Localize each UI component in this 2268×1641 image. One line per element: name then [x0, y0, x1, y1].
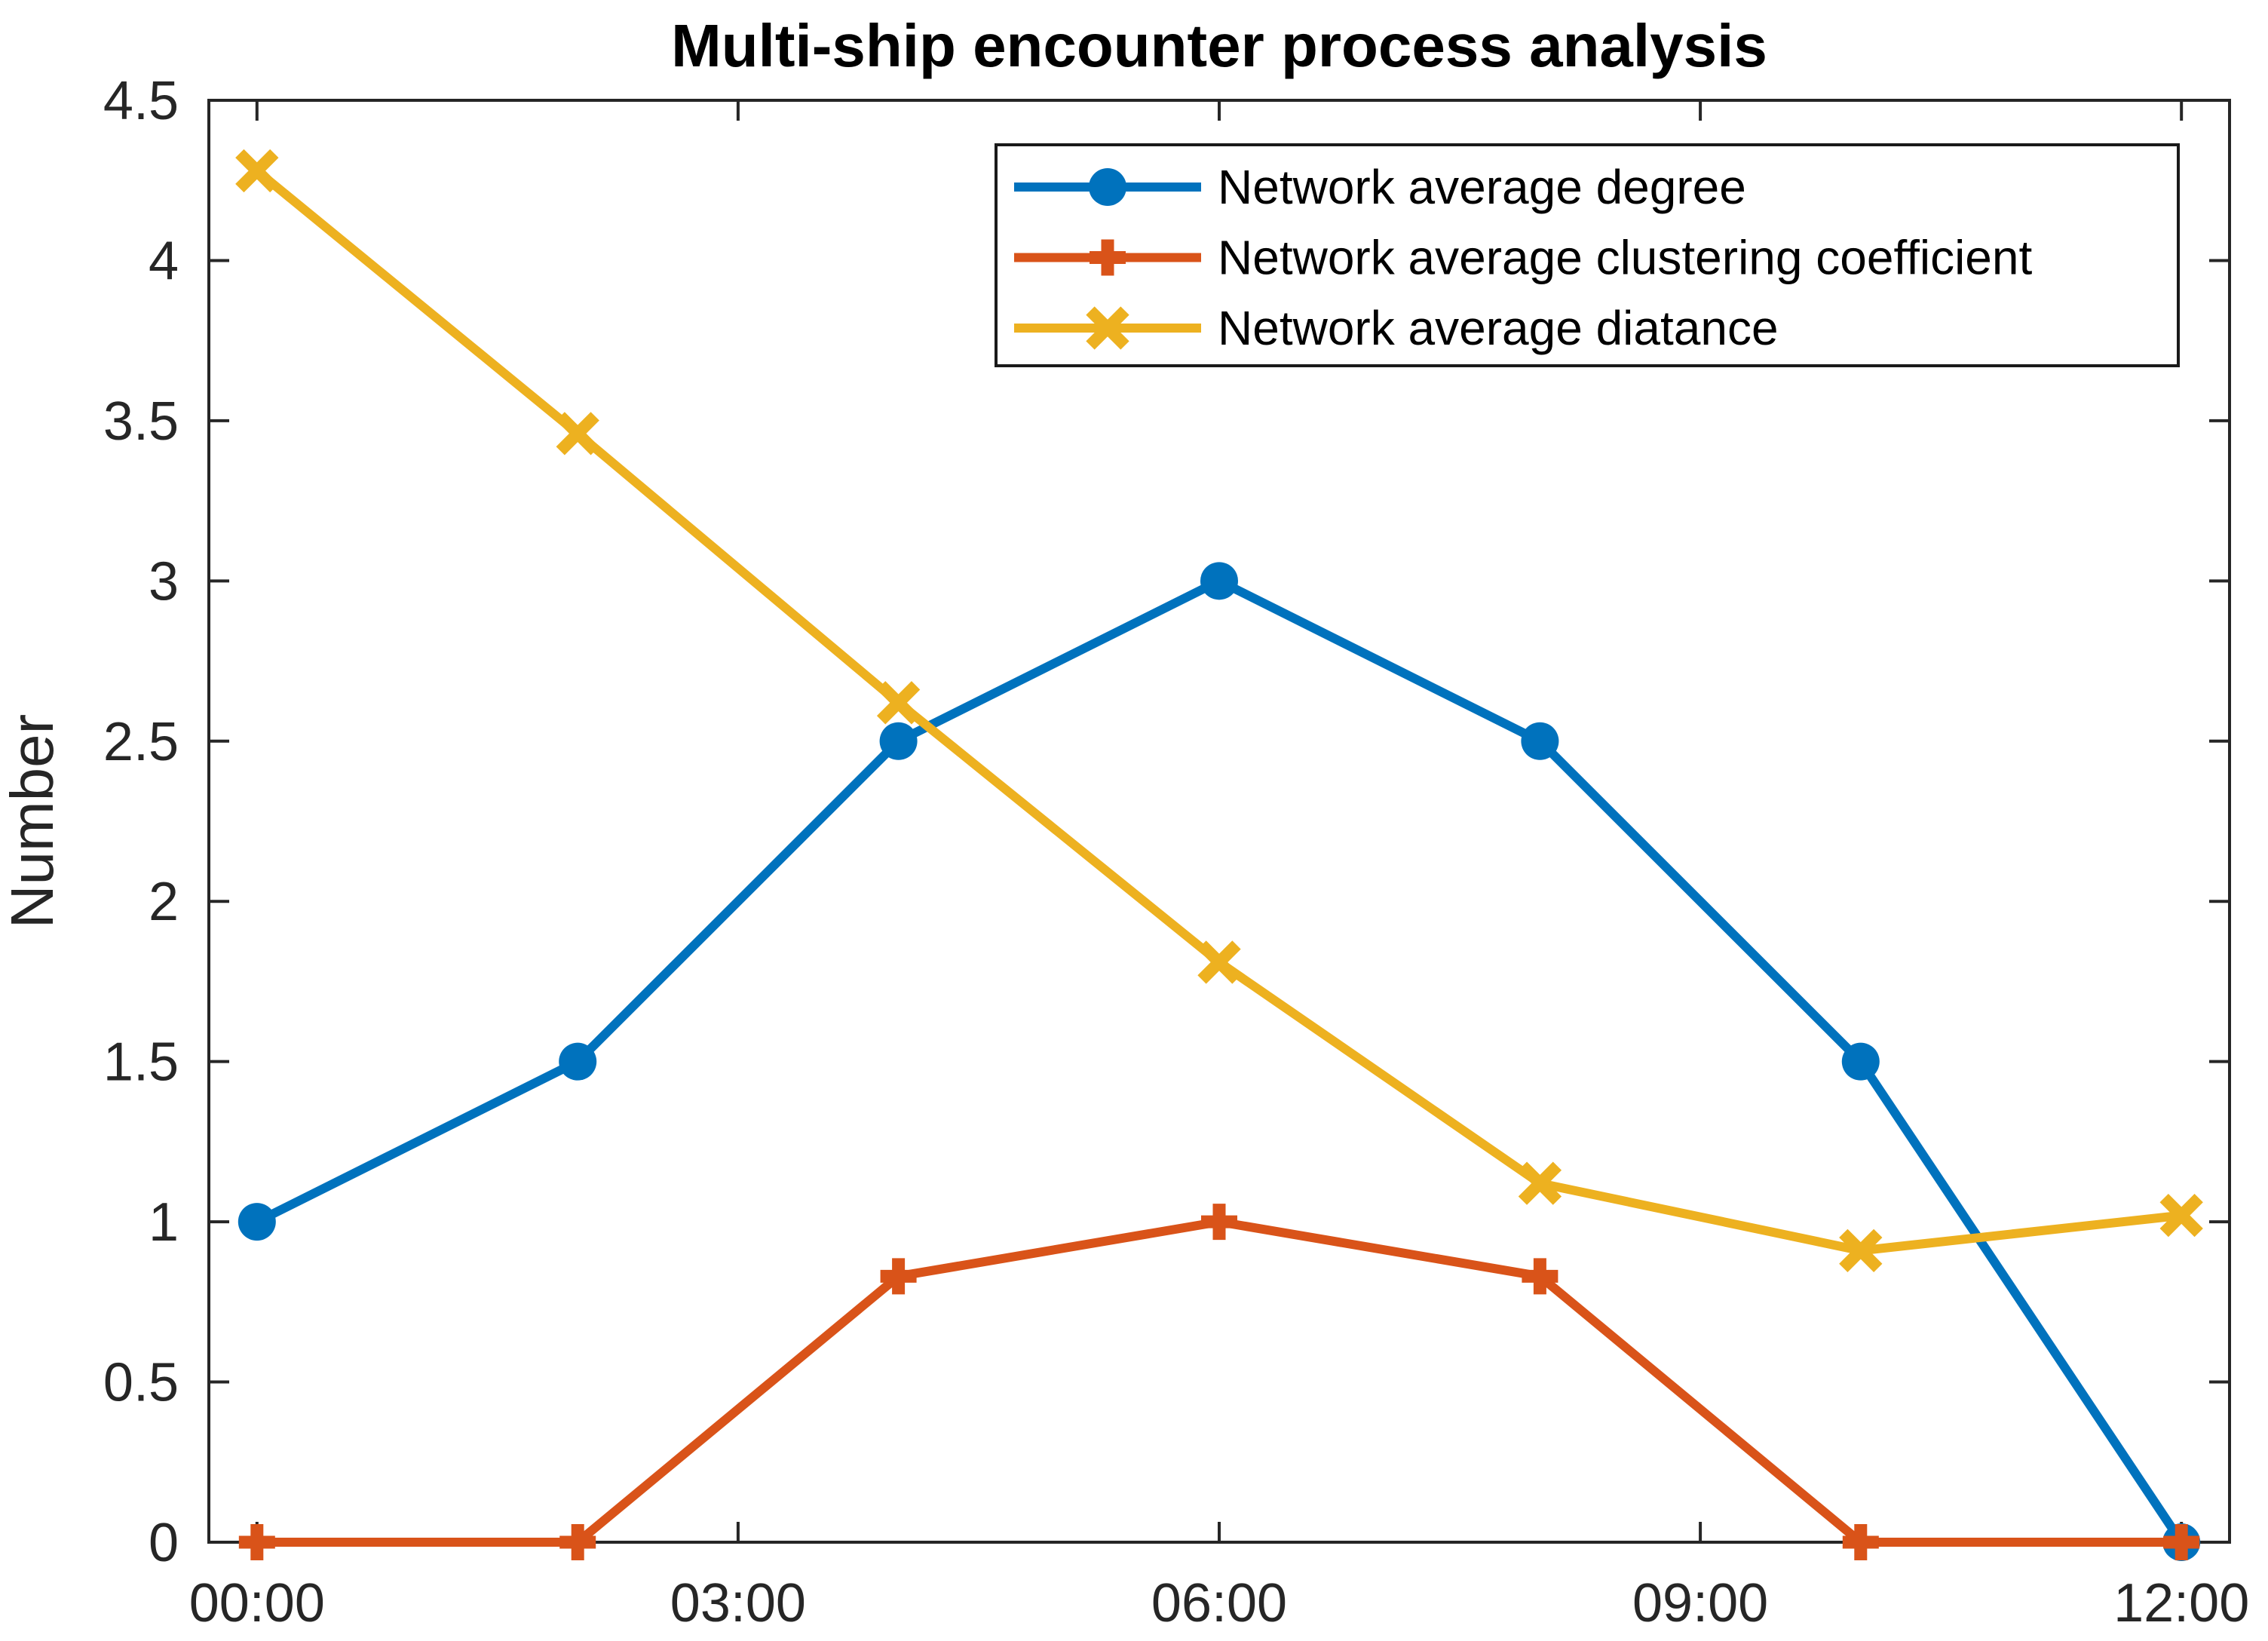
- y-tick-label: 0: [149, 1513, 179, 1573]
- series-network-average-diatance: [235, 149, 2203, 1273]
- y-tick-label: 3: [149, 551, 179, 612]
- x-tick-label: 09:00: [1632, 1573, 1768, 1633]
- y-tick-label: 4.5: [103, 71, 179, 131]
- series-marker-circle: [1521, 722, 1559, 760]
- x-tick-label: 06:00: [1151, 1573, 1287, 1633]
- series-marker-x: [1518, 1161, 1562, 1205]
- series-marker-plus: [1522, 1258, 1558, 1295]
- series-marker-x: [1197, 940, 1241, 984]
- chart-title: Multi-ship encounter process analysis: [671, 12, 1767, 79]
- series-marker-circle: [879, 722, 918, 760]
- y-tick-label: 1.5: [103, 1032, 179, 1093]
- y-tick-label: 0.5: [103, 1353, 179, 1413]
- legend-row-network-average-degree: Network average degree: [1014, 160, 1746, 214]
- series-network-average-clustering-coefficient: [238, 1204, 2200, 1560]
- series-marker-plus: [2163, 1524, 2200, 1560]
- series-marker-plus: [559, 1524, 596, 1560]
- y-tick-label: 2: [149, 872, 179, 932]
- series-marker-plus: [238, 1524, 275, 1560]
- series-marker-circle: [559, 1042, 597, 1081]
- axis-tick-labels: 0 0.5 1 1.5 2 2.5 3 3.5 4 4.5 00:00 03:00 06:00 09:00…: [103, 71, 2249, 1633]
- series-marker-plus: [1201, 1204, 1237, 1241]
- series-network-average-degree: [238, 562, 2201, 1561]
- series-marker-x: [1086, 306, 1129, 350]
- series-marker-plus: [1842, 1524, 1879, 1560]
- y-tick-label: 4: [149, 231, 179, 291]
- legend-label: Network average clustering coefficient: [1218, 231, 2032, 285]
- series-marker-circle: [1089, 168, 1126, 206]
- series-marker-x: [1839, 1228, 1883, 1273]
- series-marker-circle: [238, 1203, 276, 1241]
- legend-label: Network average diatance: [1218, 301, 1779, 355]
- series-marker-x: [235, 149, 279, 193]
- data-series: [235, 149, 2203, 1561]
- legend-row-network-average-clustering-coefficient: Network average clustering coefficient: [1014, 231, 2032, 285]
- legend-row-network-average-diatance: Network average diatance: [1014, 301, 1779, 355]
- series-marker-x: [876, 681, 921, 725]
- y-tick-label: 2.5: [103, 712, 179, 772]
- legend: Network average degree Network average cl…: [995, 143, 2180, 367]
- series-marker-plus: [1090, 239, 1126, 276]
- x-tick-label: 12:00: [2113, 1573, 2249, 1633]
- y-axis-label: Number: [0, 714, 66, 929]
- series-marker-circle: [1200, 562, 1238, 600]
- series-marker-circle: [1841, 1042, 1880, 1081]
- y-tick-label: 1: [149, 1192, 179, 1253]
- y-tick-label: 3.5: [103, 391, 179, 452]
- series-marker-x: [2159, 1193, 2203, 1238]
- legend-label: Network average degree: [1218, 160, 1746, 214]
- x-tick-label: 03:00: [670, 1573, 806, 1633]
- x-tick-label: 00:00: [189, 1573, 325, 1633]
- series-marker-x: [556, 412, 599, 455]
- legend-rows: Network average degree Network average cl…: [1014, 160, 2032, 355]
- series-marker-plus: [880, 1258, 917, 1295]
